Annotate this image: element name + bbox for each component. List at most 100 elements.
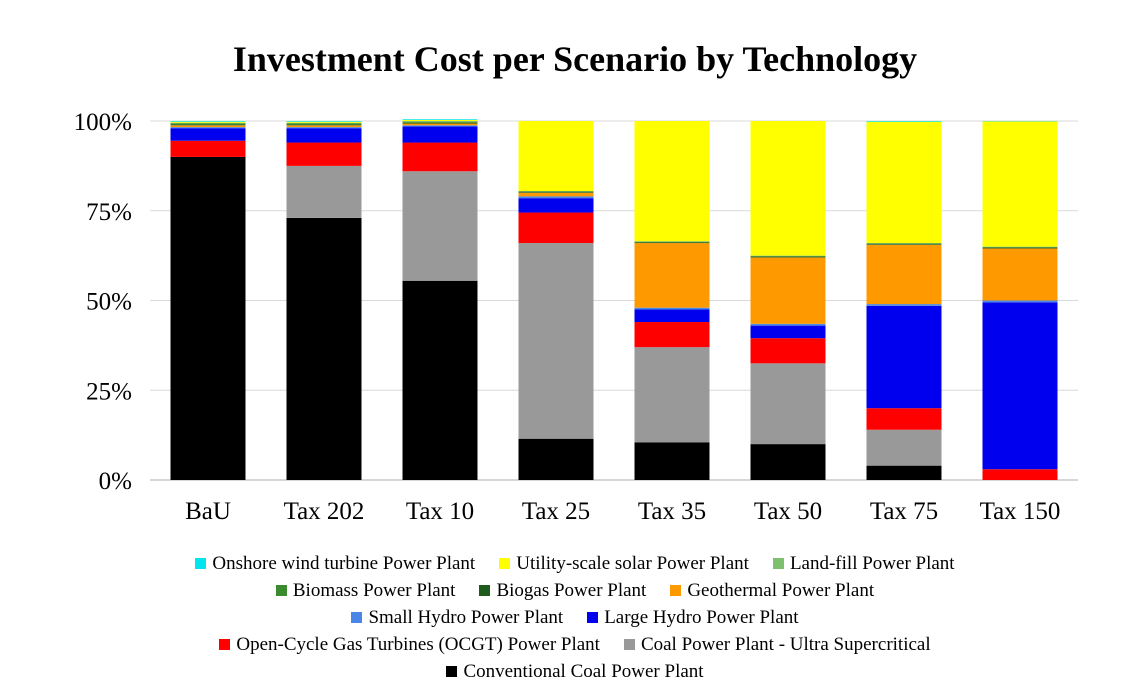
legend-row: Small Hydro Power Plant Large Hydro Power… <box>0 604 1132 631</box>
legend-label: Geothermal Power Plant <box>687 579 875 601</box>
legend-swatch <box>670 585 682 596</box>
y-tick-label: 25% <box>86 378 132 405</box>
bar-segment <box>634 242 710 244</box>
bar-segment <box>402 123 478 126</box>
legend-label: Biogas Power Plant <box>496 579 647 601</box>
legend-label: Biomass Power Plant <box>292 579 456 601</box>
legend-swatch <box>195 558 207 569</box>
bar-segment <box>286 124 362 126</box>
legend-label: Large Hydro Power Plant <box>604 606 799 628</box>
legend-label: Coal Power Plant - Ultra Supercritical <box>640 633 931 655</box>
bar-segment <box>286 217 362 480</box>
legend-swatch <box>623 639 635 650</box>
y-tick-label: 0% <box>99 468 132 495</box>
bar-segment <box>286 123 362 125</box>
bar-segment <box>402 125 478 127</box>
bar-segment <box>286 127 362 129</box>
legend-item: Onshore wind turbine Power Plant <box>195 553 475 575</box>
x-category-label: Tax 25 <box>522 498 590 525</box>
x-category-label: Tax 150 <box>980 498 1061 525</box>
bar-segment <box>170 140 246 157</box>
x-category-label: Tax 10 <box>406 498 474 525</box>
bar-segment <box>286 121 362 122</box>
plot-area: 0% 25% 50% 75% 100% BaU Tax 202 Tax 10 Tax 25 Tax… <box>74 109 1078 525</box>
bar-segment <box>518 121 594 192</box>
bar-segment <box>518 198 594 213</box>
bar-segment <box>402 121 478 122</box>
x-category-label: Tax 202 <box>284 498 365 525</box>
bar-segment <box>866 304 942 306</box>
legend-item: Open-Cycle Gas Turbines (OCGT) Power Pla… <box>219 634 600 656</box>
bar-segment <box>518 212 594 244</box>
bar-segment <box>866 121 942 122</box>
legend-item: Geothermal Power Plant <box>670 580 874 602</box>
legend-row: Conventional Coal Power Plant <box>0 658 1132 685</box>
bar-segment <box>750 257 826 324</box>
bar-segment <box>170 127 246 129</box>
legend-label: Utility-scale solar Power Plant <box>516 552 749 574</box>
bar-segment <box>170 122 246 124</box>
bar-segment <box>170 124 246 126</box>
y-tick-label: 50% <box>86 289 132 316</box>
legend-swatch <box>219 639 231 650</box>
bar-segment <box>634 442 710 480</box>
x-category-label: Tax 50 <box>754 498 822 525</box>
bar-segment <box>982 300 1058 303</box>
bar-segment <box>982 469 1058 480</box>
bar-segment <box>866 243 942 245</box>
bar-segment <box>634 307 710 310</box>
legend-label: Small Hydro Power Plant <box>368 606 564 628</box>
bar-segment <box>170 121 246 123</box>
legend-swatch <box>772 558 784 569</box>
bar-segment <box>286 142 362 166</box>
bar-segment <box>402 119 478 120</box>
bar-segment <box>982 247 1058 248</box>
legend-row: Biomass Power Plant Biogas Power Plant Geo… <box>0 577 1132 604</box>
legend-swatch <box>499 558 511 569</box>
bar-segment <box>866 408 942 430</box>
bar-segment <box>982 248 1058 301</box>
bar-segment <box>750 323 826 326</box>
legend: Onshore wind turbine Power Plant Utility-… <box>0 550 1132 685</box>
legend-item: Land-fill Power Plant <box>772 552 955 575</box>
bar-segment <box>518 191 594 193</box>
bar-segment <box>402 142 478 172</box>
bar-segment <box>402 121 478 123</box>
bar-segment <box>402 119 478 121</box>
legend-row: Open-Cycle Gas Turbines (OCGT) Power Pla… <box>0 631 1132 658</box>
bar-segment <box>866 121 942 244</box>
legend-item: Conventional Coal Power Plant <box>446 661 704 683</box>
bar-segment <box>518 192 594 197</box>
bar-segment <box>170 123 246 125</box>
bar-segment <box>750 363 826 445</box>
legend-item: Biogas Power Plant <box>479 580 646 602</box>
bar-segment <box>982 121 1058 247</box>
bar-segment <box>286 165 362 218</box>
legend-item: Small Hydro Power Plant <box>351 607 563 629</box>
y-tick-label: 75% <box>86 199 132 226</box>
bar-segment <box>170 156 246 480</box>
bar-segment <box>750 325 826 339</box>
bar-segment <box>402 171 478 281</box>
x-category-label: BaU <box>185 498 231 525</box>
bar-segment <box>286 122 362 124</box>
chart-title: Investment Cost per Scenario by Technolo… <box>232 39 918 79</box>
bar-segment <box>750 121 826 256</box>
legend-swatch <box>351 612 363 623</box>
bar-segment <box>866 244 942 245</box>
bar-segment <box>750 256 826 258</box>
legend-label: Open-Cycle Gas Turbines (OCGT) Power Pla… <box>236 633 600 655</box>
bar-segment <box>402 122 478 124</box>
bar-segment <box>634 347 710 443</box>
legend-swatch <box>275 585 287 596</box>
legend-label: Land-fill Power Plant <box>789 552 955 574</box>
bar-segment <box>866 429 942 466</box>
bar-segment <box>634 243 710 308</box>
bar-segment <box>866 244 942 305</box>
legend-item: Biomass Power Plant <box>275 579 456 602</box>
y-tick-label: 100% <box>74 109 132 136</box>
bar-segment <box>634 121 710 242</box>
bar-segment <box>750 338 826 364</box>
legend-swatch <box>479 585 491 596</box>
legend-swatch <box>446 666 458 677</box>
